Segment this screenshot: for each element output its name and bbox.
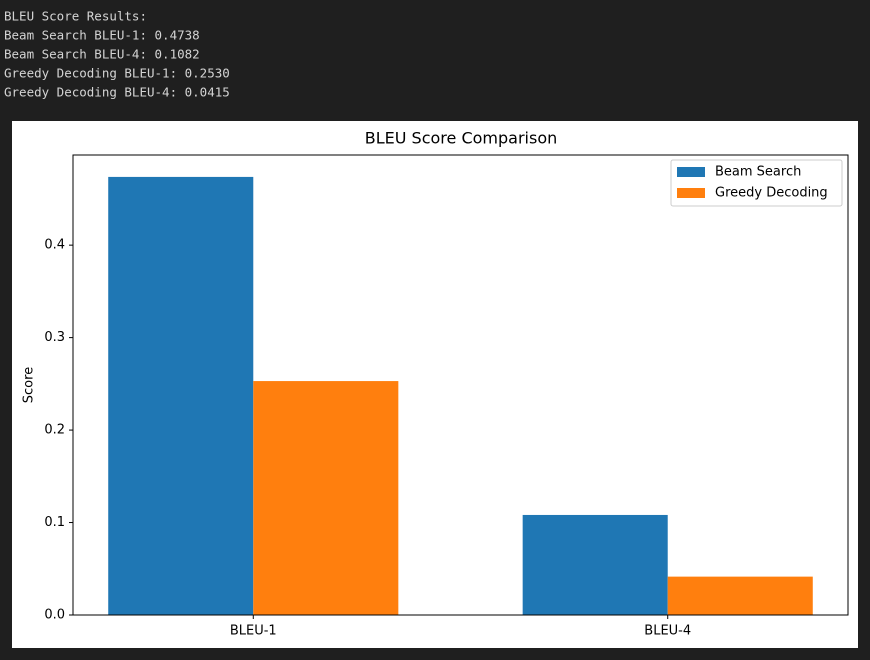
y-tick-label: 0.4 xyxy=(44,238,65,253)
bar xyxy=(108,176,254,615)
x-tick-label: BLEU-4 xyxy=(644,624,691,639)
text-output: BLEU Score Results: Beam Search BLEU-1: 0… xyxy=(4,9,230,100)
output-line: Greedy Decoding BLEU-4: 0.0415 xyxy=(4,85,230,100)
output-line: Greedy Decoding BLEU-1: 0.2530 xyxy=(4,66,230,81)
axes-frame xyxy=(72,154,849,616)
chart: BLEU Score Comparison Score 0.0 0.1 0.2 0.3… xyxy=(12,121,858,648)
legend-box xyxy=(670,159,843,207)
x-tick-label: BLEU-1 xyxy=(230,624,277,639)
y-axis-label: Score xyxy=(22,367,37,403)
y-tick-label: 0.0 xyxy=(44,608,65,623)
legend-swatch xyxy=(677,167,705,177)
bar xyxy=(253,381,399,615)
bar xyxy=(522,514,668,615)
output-line: Beam Search BLEU-4: 0.1082 xyxy=(4,47,200,62)
legend-label: Beam Search xyxy=(715,165,801,180)
legend-label: Greedy Decoding xyxy=(715,186,828,201)
output-line: Beam Search BLEU-1: 0.4738 xyxy=(4,28,200,43)
y-tick-label: 0.3 xyxy=(44,330,65,345)
bar xyxy=(667,576,813,615)
y-tick-label: 0.1 xyxy=(44,515,65,530)
y-tick-label: 0.2 xyxy=(44,423,65,438)
output-line: BLEU Score Results: xyxy=(4,9,147,24)
legend-swatch xyxy=(677,188,705,198)
chart-title: BLEU Score Comparison xyxy=(365,129,558,148)
